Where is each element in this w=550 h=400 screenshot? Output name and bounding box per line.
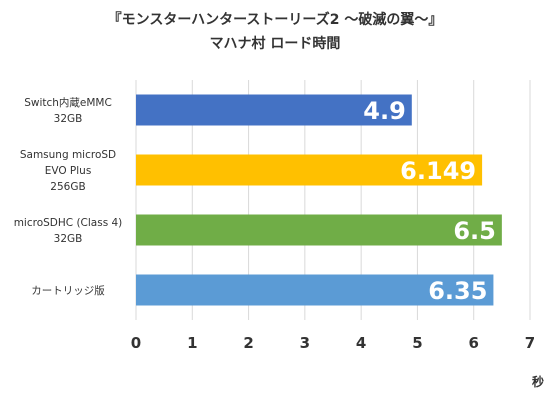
- x-tick-label-2: 2: [243, 334, 253, 352]
- data-label-1: 6.149: [400, 157, 476, 185]
- category-label-1-line-0: Samsung microSD: [20, 149, 116, 161]
- category-label-1-line-1: EVO Plus: [45, 165, 92, 177]
- x-tick-label-4: 4: [356, 334, 366, 352]
- category-label-3: カートリッジ版: [31, 284, 105, 297]
- data-label-2: 6.5: [453, 217, 496, 245]
- x-tick-label-1: 1: [187, 334, 197, 352]
- bar-1: [136, 154, 483, 186]
- data-label-0: 4.9: [363, 97, 406, 125]
- chart-title: 『モンスターハンターストーリーズ2 ～破滅の翼～』 マハナ村 ロード時間: [0, 8, 550, 56]
- category-label-2: microSDHC (Class 4) 32GB: [14, 217, 123, 245]
- category-label-3-line-0: カートリッジ版: [31, 284, 105, 297]
- chart-title-line-2: マハナ村 ロード時間: [209, 36, 341, 52]
- x-axis-ticks: 0 1 2 3 4 5 6 7: [131, 334, 535, 352]
- data-label-3: 6.35: [428, 277, 487, 305]
- category-label-1: Samsung microSD EVO Plus 256GB: [20, 149, 116, 193]
- bar-0: [136, 94, 412, 126]
- category-label-0-line-1: 32GB: [54, 113, 83, 125]
- category-label-0: Switch内蔵eMMC 32GB: [24, 96, 112, 125]
- x-tick-label-5: 5: [412, 334, 422, 352]
- bar-2: [136, 214, 502, 246]
- category-labels: Switch内蔵eMMC 32GB Samsung microSD EVO Plus 2…: [14, 96, 123, 297]
- x-tick-label-0: 0: [131, 334, 141, 352]
- x-tick-label-7: 7: [525, 334, 535, 352]
- x-axis-unit-label: 秒: [532, 374, 544, 389]
- bars: 4.9 6.149 6.5 6.35: [136, 94, 502, 306]
- category-label-1-line-2: 256GB: [50, 181, 85, 193]
- category-label-2-line-0: microSDHC (Class 4): [14, 217, 123, 229]
- bar-3: [136, 274, 494, 306]
- category-label-2-line-1: 32GB: [54, 233, 83, 245]
- category-label-0-line-0: Switch内蔵eMMC: [24, 96, 112, 109]
- x-tick-label-3: 3: [300, 334, 310, 352]
- chart-title-line-1: 『モンスターハンターストーリーズ2 ～破滅の翼～』: [107, 12, 443, 28]
- x-tick-label-6: 6: [468, 334, 478, 352]
